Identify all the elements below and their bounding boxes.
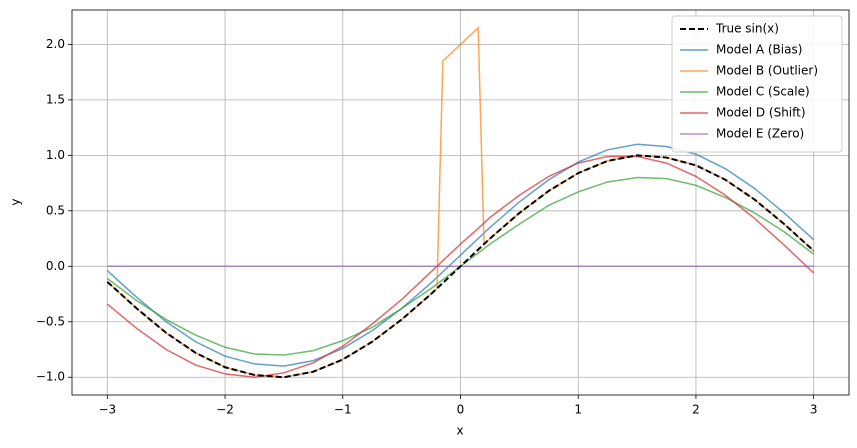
- y-tick-label: 0.5: [46, 203, 65, 217]
- legend-label: Model C (Scale): [716, 85, 810, 99]
- plot-frame: [71, 9, 850, 396]
- x-tick-label: 3: [810, 403, 818, 417]
- y-axis-label: y: [9, 198, 23, 205]
- y-tick-label: −0.5: [36, 314, 65, 328]
- y-tick-label: 1.5: [46, 92, 65, 106]
- x-axis-label: x: [456, 424, 463, 438]
- series-line: [106, 154, 815, 379]
- x-tick-label: −1: [334, 403, 352, 417]
- y-tick-label: 2.0: [46, 37, 65, 51]
- y-tick-label: −1.0: [36, 370, 65, 384]
- x-tick-label: 2: [692, 403, 700, 417]
- legend-box: [671, 15, 843, 153]
- x-tick-label: 1: [574, 403, 582, 417]
- legend-label: Model D (Shift): [716, 106, 806, 120]
- legend-label: Model B (Outlier): [716, 64, 818, 78]
- legend-label: True sin(x): [715, 22, 779, 36]
- series-line: [106, 155, 815, 379]
- y-tick-label: 1.0: [46, 148, 65, 162]
- x-tick-label: 0: [457, 403, 465, 417]
- legend-label: Model A (Bias): [716, 43, 802, 57]
- x-tick-label: −3: [98, 403, 116, 417]
- legend-label: Model E (Zero): [716, 127, 804, 141]
- y-tick-label: 0.0: [46, 259, 65, 273]
- x-tick-label: −2: [216, 403, 234, 417]
